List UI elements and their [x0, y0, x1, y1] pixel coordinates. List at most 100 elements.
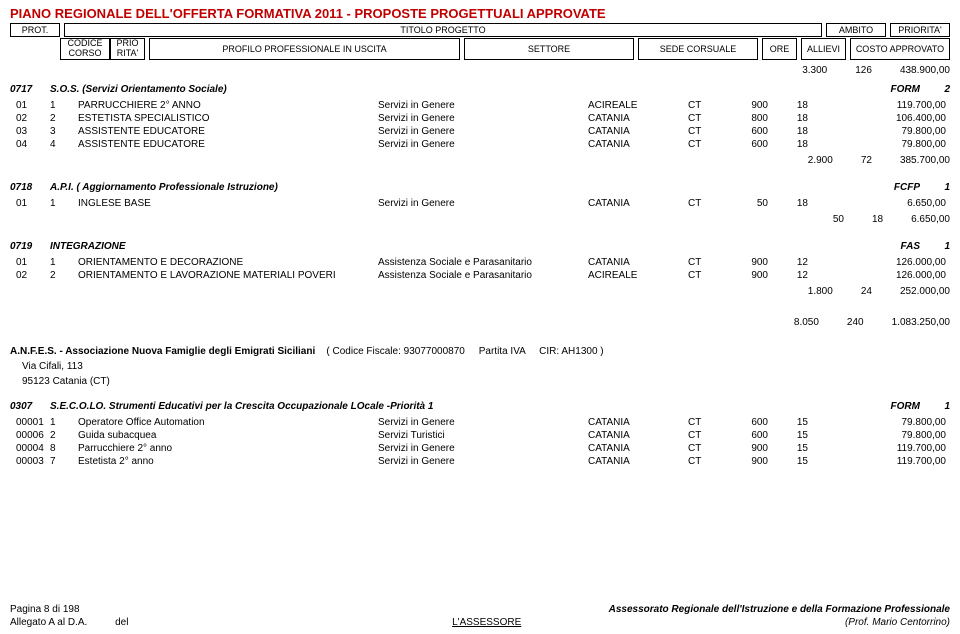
cell-c6: CT [688, 257, 718, 268]
assoc-addr1: Via Cifali, 113 [10, 361, 950, 372]
cell-c6: CT [688, 443, 718, 454]
grand-total: 8.050 240 1.083.250,00 [10, 313, 950, 340]
cell-c6: CT [688, 430, 718, 441]
hdr-profilo: PROFILO PROFESSIONALE IN USCITA [149, 38, 460, 60]
cell-c9: 79.800,00 [808, 430, 950, 441]
cell-c1: 02 [10, 270, 50, 281]
cell-c7: 900 [718, 270, 768, 281]
cell-c6: CT [688, 139, 718, 150]
cell-c9: 119.700,00 [808, 443, 950, 454]
cell-c6: CT [688, 270, 718, 281]
cell-c8: 15 [768, 456, 808, 467]
hdr-prio: PRIO RITA' [110, 38, 145, 60]
data-row: 000062Guida subacqueaServizi TuristiciCA… [10, 429, 950, 442]
cell-c7: 900 [718, 257, 768, 268]
cell-c4: Servizi in Genere [378, 198, 588, 209]
cell-c9: 106.400,00 [808, 113, 950, 124]
assoc-name: A.N.F.E.S. - Associazione Nuova Famiglie… [10, 346, 315, 357]
section-name: INTEGRAZIONE [50, 241, 860, 252]
subtotal: 1.80024252.000,00 [10, 282, 950, 309]
cell-c6: CT [688, 417, 718, 428]
cell-c8: 12 [768, 257, 808, 268]
assoc-cir: CIR: AH1300 ) [539, 346, 603, 357]
section-name: A.P.I. ( Aggiornamento Professionale Ist… [50, 182, 860, 193]
hdr-codice: CODICE CORSO [60, 38, 110, 60]
cell-c3: ORIENTAMENTO E DECORAZIONE [78, 257, 378, 268]
sub-b: 24 [861, 286, 872, 297]
data-row: 022ORIENTAMENTO E LAVORAZIONE MATERIALI … [10, 269, 950, 282]
hdr-ore: ORE [762, 38, 797, 60]
hdr-titolo: TITOLO PROGETTO [64, 23, 822, 37]
hdr-ambito: AMBITO [826, 23, 886, 37]
cell-c7: 800 [718, 113, 768, 124]
hdr-settore: SETTORE [464, 38, 634, 60]
subtotal: 2.90072385.700,00 [10, 151, 950, 178]
cell-c1: 04 [10, 139, 50, 150]
cell-c5: CATANIA [588, 417, 688, 428]
cell-c1: 00003 [10, 456, 50, 467]
cell-c5: CATANIA [588, 113, 688, 124]
section-id: 0717 [10, 84, 50, 95]
cell-c8: 12 [768, 270, 808, 281]
cell-c1: 03 [10, 126, 50, 137]
cell-c8: 18 [768, 139, 808, 150]
section-block: 0307S.E.C.O.LO. Strumenti Educativi per … [10, 401, 950, 468]
cell-c2: 1 [50, 417, 78, 428]
section-r2: 2 [920, 84, 950, 95]
data-row: 000037Estetista 2° annoServizi in Genere… [10, 455, 950, 468]
footer-center: L'ASSESSORE [128, 617, 845, 628]
cell-c3: PARRUCCHIERE 2° ANNO [78, 100, 378, 111]
top-total-b: 126 [855, 65, 872, 76]
cell-c8: 18 [768, 100, 808, 111]
cell-c4: Assistenza Sociale e Parasanitario [378, 270, 588, 281]
cell-c2: 7 [50, 456, 78, 467]
cell-c2: 8 [50, 443, 78, 454]
cell-c9: 126.000,00 [808, 270, 950, 281]
cell-c4: Servizi in Genere [378, 443, 588, 454]
cell-c7: 600 [718, 430, 768, 441]
section-r2: 1 [920, 182, 950, 193]
grand-b: 240 [847, 317, 864, 328]
cell-c9: 79.800,00 [808, 126, 950, 137]
footer-left2: Allegato A al D.A. del [10, 617, 128, 628]
cell-c3: Operatore Office Automation [78, 417, 378, 428]
hdr-allievi: ALLIEVI [801, 38, 846, 60]
cell-c7: 900 [718, 456, 768, 467]
footer-del: del [115, 617, 128, 628]
grand-c: 1.083.250,00 [892, 317, 950, 328]
cell-c7: 600 [718, 139, 768, 150]
section-block: 0717S.O.S. (Servizi Orientamento Sociale… [10, 84, 950, 178]
cell-c3: ESTETISTA SPECIALISTICO [78, 113, 378, 124]
section-r2: 1 [920, 241, 950, 252]
cell-c8: 15 [768, 417, 808, 428]
cell-c1: 01 [10, 257, 50, 268]
cell-c2: 1 [50, 100, 78, 111]
cell-c2: 1 [50, 257, 78, 268]
footer-page: Pagina 8 di 198 [10, 604, 80, 615]
subtotal: 50186.650,00 [10, 210, 950, 237]
cell-c1: 00001 [10, 417, 50, 428]
cell-c3: ASSISTENTE EDUCATORE [78, 139, 378, 150]
data-row: 022ESTETISTA SPECIALISTICOServizi in Gen… [10, 112, 950, 125]
cell-c3: Parrucchiere 2° anno [78, 443, 378, 454]
sub-a: 2.900 [808, 155, 833, 166]
section-r1: FORM [860, 84, 920, 95]
cell-c2: 4 [50, 139, 78, 150]
sub-c: 252.000,00 [900, 286, 950, 297]
association-block: A.N.F.E.S. - Associazione Nuova Famiglie… [10, 346, 950, 387]
cell-c4: Assistenza Sociale e Parasanitario [378, 257, 588, 268]
cell-c7: 600 [718, 126, 768, 137]
cell-c8: 18 [768, 198, 808, 209]
cell-c5: CATANIA [588, 430, 688, 441]
section-r1: FORM [860, 401, 920, 412]
section-block: 0719INTEGRAZIONEFAS1011ORIENTAMENTO E DE… [10, 241, 950, 309]
section-id: 0718 [10, 182, 50, 193]
footer-allegato: Allegato A al D.A. [10, 617, 87, 628]
cell-c6: CT [688, 113, 718, 124]
cell-c8: 15 [768, 443, 808, 454]
cell-c2: 3 [50, 126, 78, 137]
cell-c1: 00004 [10, 443, 50, 454]
data-row: 011INGLESE BASEServizi in GenereCATANIAC… [10, 197, 950, 210]
hdr-costo: COSTO APPROVATO [850, 38, 950, 60]
cell-c5: CATANIA [588, 139, 688, 150]
